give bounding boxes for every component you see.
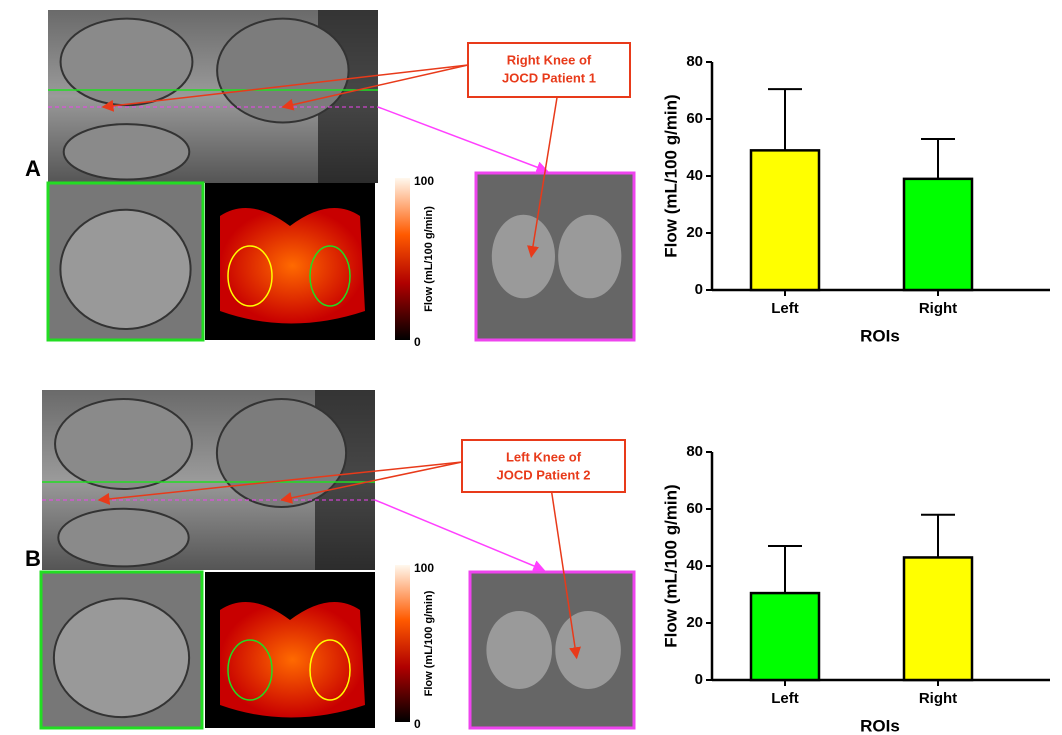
condyle [558, 215, 621, 299]
perfusion-blob [220, 602, 365, 718]
pointer [375, 500, 544, 570]
colorbar-max: 100 [414, 174, 434, 188]
callout-text: Left Knee of [506, 449, 582, 464]
y-tick-label: 80 [686, 443, 703, 460]
femur [54, 599, 189, 718]
y-tick-label: 60 [686, 500, 703, 517]
x-tick-label: Left [771, 690, 799, 707]
y-tick-label: 20 [686, 224, 703, 241]
bone [55, 399, 192, 489]
colorbar-max: 100 [414, 561, 434, 575]
femur [60, 210, 190, 329]
y-tick-label: 20 [686, 614, 703, 631]
callout-box [462, 440, 625, 492]
colorbar-label: Flow (mL/100 g/min) [423, 590, 435, 696]
y-tick-label: 80 [686, 53, 703, 70]
y-tick-label: 40 [686, 167, 703, 184]
y-axis-label: Flow (mL/100 g/min) [661, 484, 680, 647]
x-tick-label: Right [919, 690, 957, 707]
bar [904, 179, 972, 290]
x-tick-label: Right [919, 300, 957, 317]
bar [751, 593, 819, 680]
panel-label: B [25, 546, 41, 571]
y-axis-label: Flow (mL/100 g/min) [661, 94, 680, 257]
bar [751, 150, 819, 290]
colorbar-min: 0 [414, 335, 421, 349]
y-tick-label: 0 [695, 281, 703, 298]
callout-text: Right Knee of [507, 52, 592, 67]
colorbar [395, 178, 410, 340]
condyle [555, 611, 621, 689]
x-axis-label: ROIs [860, 716, 900, 735]
bone [61, 19, 193, 106]
pointer [378, 107, 547, 171]
callout-text: JOCD Patient 1 [502, 70, 596, 85]
condyle [492, 215, 555, 299]
y-tick-label: 60 [686, 110, 703, 127]
panel-label: A [25, 156, 41, 181]
condyle [486, 611, 552, 689]
figure: 100 0 Flow (mL/100 g/min) A Right Knee of JOC… [0, 0, 1062, 735]
bone [58, 509, 188, 567]
colorbar-min: 0 [414, 717, 421, 731]
colorbar [395, 565, 410, 722]
colorbar-label: Flow (mL/100 g/min) [423, 206, 435, 312]
bone [64, 124, 190, 179]
callout-text: JOCD Patient 2 [497, 467, 591, 482]
y-tick-label: 40 [686, 557, 703, 574]
y-tick-label: 0 [695, 671, 703, 688]
perfusion-blob [220, 208, 365, 324]
bar [904, 557, 972, 680]
x-axis-label: ROIs [860, 326, 900, 345]
x-tick-label: Left [771, 300, 799, 317]
